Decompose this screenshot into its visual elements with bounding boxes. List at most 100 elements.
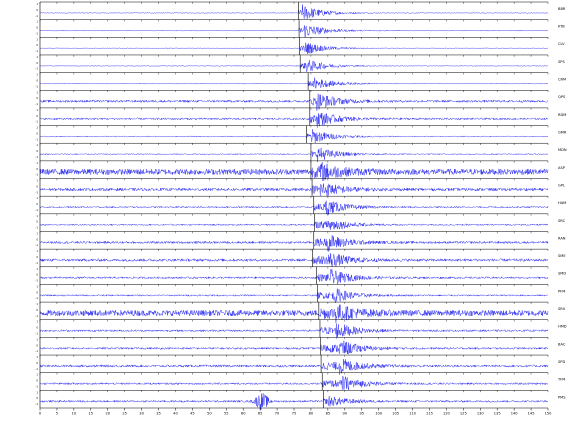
trace-sme	[39, 253, 549, 267]
trace-asp	[39, 161, 549, 181]
x-tick-label: 35	[156, 412, 161, 416]
amplitude-tick-label: 0	[36, 8, 38, 12]
trace-ran	[39, 234, 549, 252]
station-label: KTB	[558, 25, 565, 29]
x-tick-label: 125	[460, 412, 467, 416]
amplitude-tick-label: 0	[36, 273, 38, 277]
amplitude-tick-label: 1	[36, 196, 38, 200]
x-tick-label: 85	[326, 412, 331, 416]
trace-ktb	[39, 25, 549, 38]
amplitude-tick-label: 1	[36, 337, 38, 341]
amplitude-tick-label: -1	[35, 155, 38, 159]
amplitude-tick-label: -1	[35, 137, 38, 141]
amplitude-tick-label: -1	[35, 67, 38, 71]
amplitude-tick-label: 1	[36, 55, 38, 59]
amplitude-tick-label: 0	[36, 379, 38, 383]
amplitude-tick-label: -1	[35, 226, 38, 230]
x-tick-label: 90	[343, 412, 348, 416]
amplitude-tick-label: 1	[36, 37, 38, 41]
x-tick-label: 5	[56, 412, 58, 416]
amplitude-tick-label: 0	[36, 361, 38, 365]
amplitude-tick-label: 0	[36, 220, 38, 224]
x-tick-label: 60	[241, 412, 246, 416]
amplitude-tick-label: 1	[36, 390, 38, 394]
x-tick-label: 75	[292, 412, 297, 416]
amplitude-tick-label: -1	[35, 314, 38, 318]
station-label: QPS	[558, 95, 566, 99]
station-label: RDM	[558, 113, 566, 117]
trace-src	[39, 221, 549, 230]
amplitude-tick-label: -1	[35, 208, 38, 212]
trace-spd	[39, 359, 549, 375]
amplitude-tick-label: 0	[36, 326, 38, 330]
x-tick-label: 45	[190, 412, 195, 416]
x-tick-label: 105	[392, 412, 399, 416]
trace-gpl	[39, 183, 549, 197]
amplitude-tick-label: -1	[35, 120, 38, 124]
amplitude-tick-label: 1	[36, 20, 38, 24]
x-tick-label: 50	[207, 412, 212, 416]
amplitude-tick-label: 0	[36, 114, 38, 118]
amplitude-tick-label: 1	[36, 108, 38, 112]
amplitude-tick-label: -1	[35, 367, 38, 371]
amplitude-tick-label: 0	[36, 43, 38, 47]
x-tick-label: 40	[173, 412, 178, 416]
trace-qps	[39, 93, 549, 111]
amplitude-tick-label: 0	[36, 290, 38, 294]
amplitude-tick-label: 1	[36, 320, 38, 324]
trace-ham	[39, 200, 549, 215]
amplitude-tick-label: -1	[35, 84, 38, 88]
x-tick-label: 145	[528, 412, 535, 416]
amplitude-tick-label: 1	[36, 249, 38, 253]
station-label: PFM	[558, 289, 565, 293]
x-tick-label: 10	[72, 412, 77, 416]
x-tick-label: 20	[105, 412, 110, 416]
amplitude-tick-label: 1	[36, 143, 38, 147]
x-tick-label: 25	[122, 412, 127, 416]
station-label: SPD	[558, 360, 565, 364]
x-tick-label: 80	[309, 412, 314, 416]
amplitude-tick-label: 1	[36, 373, 38, 377]
trace-gmr	[39, 129, 549, 143]
amplitude-tick-label: 0	[36, 78, 38, 82]
amplitude-tick-label: -1	[35, 14, 38, 18]
x-tick-label: 130	[477, 412, 485, 416]
amplitude-tick-label: 1	[36, 355, 38, 359]
amplitude-tick-label: -1	[35, 402, 38, 406]
amplitude-tick-label: 1	[36, 126, 38, 130]
trace-hmd	[39, 323, 549, 339]
amplitude-tick-label: 1	[36, 179, 38, 183]
amplitude-tick-label: 0	[36, 149, 38, 153]
amplitude-tick-label: 1	[36, 90, 38, 94]
x-tick-label: 0	[39, 412, 42, 416]
x-tick-label: 140	[511, 412, 519, 416]
trace-smd	[39, 269, 549, 285]
amplitude-tick-label: 0	[36, 255, 38, 259]
amplitude-tick-label: 1	[36, 302, 38, 306]
station-label: SRX	[558, 307, 566, 311]
trace-bac	[39, 340, 549, 355]
amplitude-tick-label: 0	[36, 96, 38, 100]
trace-clv	[39, 42, 549, 54]
amplitude-tick-label: 1	[36, 231, 38, 235]
amplitude-tick-label: -1	[35, 31, 38, 35]
amplitude-tick-label: 0	[36, 167, 38, 171]
amplitude-tick-label: 0	[36, 237, 38, 241]
amplitude-tick-label: 0	[36, 343, 38, 347]
x-tick-label: 55	[224, 412, 229, 416]
x-tick-label: 150	[545, 412, 553, 416]
station-label: PMS	[558, 395, 566, 399]
trace-group: 10-1BBR10-1KTB10-1CLV10-1SPS10-1CRM10-1Q…	[35, 1, 567, 410]
amplitude-tick-label: -1	[35, 261, 38, 265]
station-label: ASP	[558, 166, 566, 170]
station-label: TFM	[557, 378, 565, 382]
amplitude-tick-label: 0	[36, 184, 38, 188]
station-label: HAM	[558, 201, 566, 205]
station-label: BAC	[558, 342, 566, 346]
station-label: HMD	[558, 325, 567, 329]
station-label: SME	[558, 254, 566, 258]
station-label: SRC	[558, 219, 566, 223]
trace-mdn	[39, 147, 549, 163]
amplitude-tick-label: 0	[36, 61, 38, 65]
x-tick-label: 135	[494, 412, 501, 416]
